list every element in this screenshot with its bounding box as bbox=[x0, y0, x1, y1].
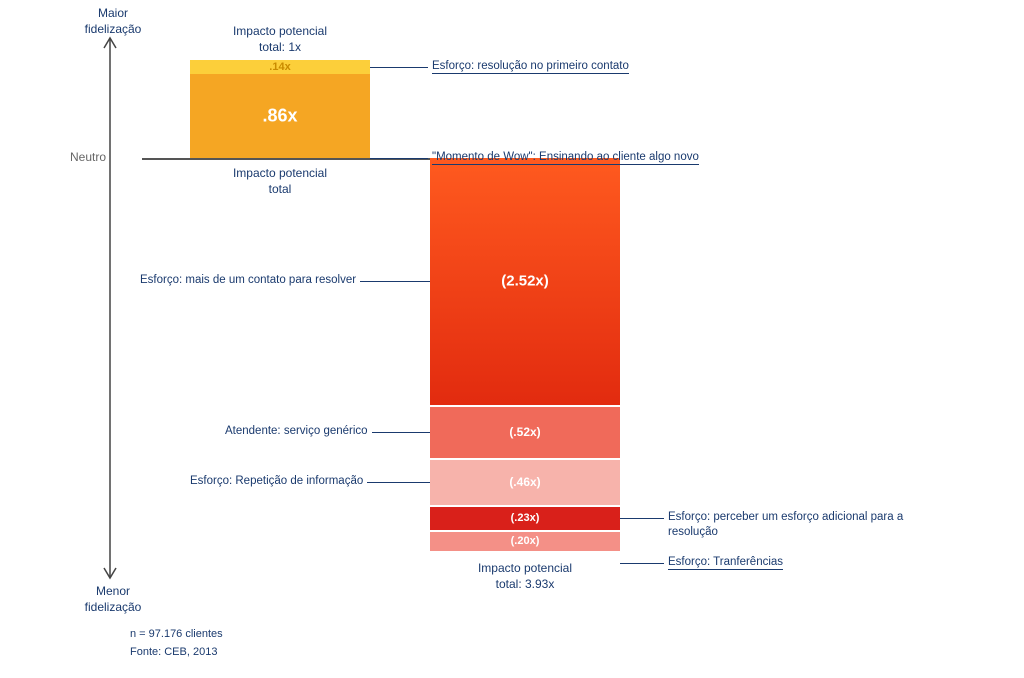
negative-segment-label: (.23x) bbox=[430, 512, 620, 524]
negative-bar-title: Impacto potencialtotal: 3.93x bbox=[430, 561, 620, 592]
annotation-neg_transfer: Esforço: Tranferências bbox=[668, 555, 783, 570]
annotation-leader bbox=[360, 281, 430, 282]
annotation-neg_repeat: Esforço: Repetição de informação bbox=[190, 474, 363, 489]
annotation-pos_resolution: Esforço: resolução no primeiro contato bbox=[432, 59, 629, 74]
annotation-leader bbox=[370, 67, 428, 68]
negative-segment-label: (2.52x) bbox=[430, 273, 620, 290]
annotation-neg_multi_contact: Esforço: mais de um contato para resolve… bbox=[140, 273, 356, 288]
negative-segment-neg_multi_contact: (2.52x) bbox=[430, 158, 620, 405]
annotation-leader bbox=[372, 432, 430, 433]
annotation-leader bbox=[620, 518, 664, 519]
positive-bar-subtitle: Impacto potencialtotal bbox=[190, 166, 370, 197]
negative-segment-neg_generic: (.52x) bbox=[430, 407, 620, 458]
footer-sample-size: n = 97.176 clientes bbox=[130, 628, 223, 640]
annotation-leader bbox=[367, 482, 430, 483]
positive-segment-label: .86x bbox=[190, 105, 370, 126]
annotation-pos_wow: "Momento de Wow": Ensinando ao cliente a… bbox=[432, 150, 699, 165]
positive-segment-pos_wow: .86x bbox=[190, 74, 370, 158]
positive-segment-label: .14x bbox=[190, 61, 370, 73]
axis-label-neutral: Neutro bbox=[70, 150, 106, 164]
negative-segment-label: (.20x) bbox=[430, 535, 620, 547]
annotation-neg_generic: Atendente: serviço genérico bbox=[225, 424, 368, 439]
positive-segment-pos_resolution: .14x bbox=[190, 60, 370, 74]
axis-label-top: Maiorfidelização bbox=[78, 6, 148, 37]
negative-segment-label: (.46x) bbox=[430, 475, 620, 489]
positive-bar-title: Impacto potencialtotal: 1x bbox=[190, 24, 370, 55]
negative-segment-neg_transfer: (.20x) bbox=[430, 532, 620, 552]
negative-segment-neg_repeat: (.46x) bbox=[430, 460, 620, 505]
annotation-neg_extra_effort: Esforço: perceber um esforço adicional p… bbox=[668, 510, 903, 540]
axis-label-bottom: Menorfidelização bbox=[78, 584, 148, 615]
annotation-leader bbox=[370, 158, 428, 159]
annotation-leader bbox=[620, 563, 664, 564]
negative-segment-label: (.52x) bbox=[430, 425, 620, 439]
footer-source: Fonte: CEB, 2013 bbox=[130, 646, 217, 658]
negative-segment-neg_extra_effort: (.23x) bbox=[430, 507, 620, 530]
